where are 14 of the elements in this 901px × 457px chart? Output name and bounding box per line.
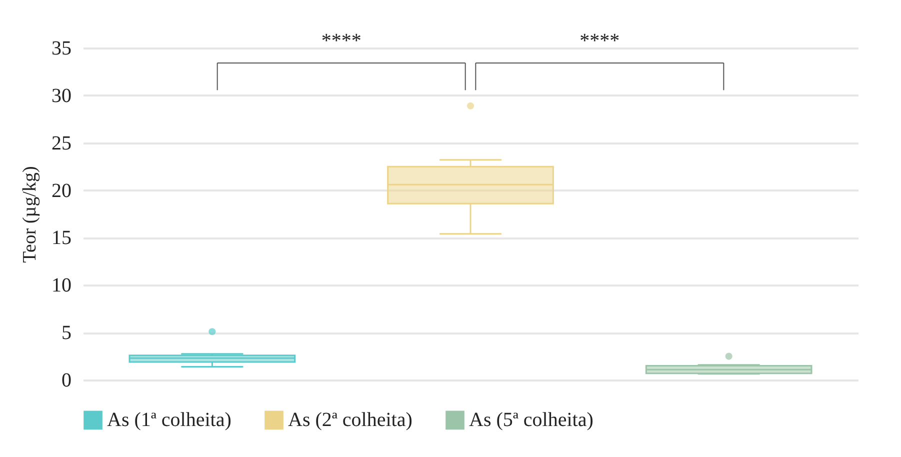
y-tick-label: 25 xyxy=(52,132,72,154)
annotation: **** xyxy=(321,30,362,52)
y-tick-label: 35 xyxy=(52,38,72,60)
annotation: **** xyxy=(580,30,620,52)
legend-label: As (2ª colheita) xyxy=(288,409,412,432)
y-axis-title: Teor (µg/kg) xyxy=(20,166,40,263)
legend-label: As (1ª colheita) xyxy=(107,409,232,432)
y-tick-label: 20 xyxy=(52,180,72,202)
y-tick-label: 10 xyxy=(52,274,72,297)
y-tick-label: 5 xyxy=(62,322,72,344)
legend-label: As (5ª colheita) xyxy=(469,409,594,432)
y-tick-label: 30 xyxy=(52,84,72,107)
y-tick-label: 0 xyxy=(62,370,72,392)
y-tick-label: 15 xyxy=(52,227,72,250)
